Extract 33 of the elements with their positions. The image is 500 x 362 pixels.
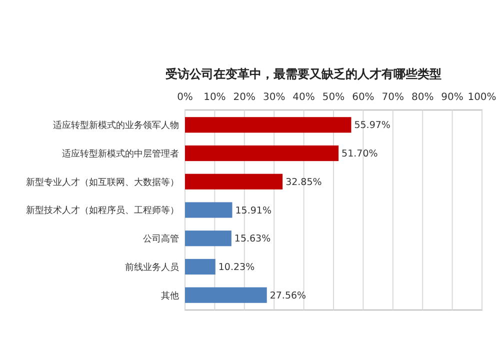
y-tick-label: 适应转型新模式的业务领军人物 (53, 120, 179, 132)
y-tick-label: 新型技术人才（如程序员、工程师等） (26, 205, 179, 216)
x-tick-label: 40% (292, 92, 315, 103)
data-label: 15.63% (234, 234, 271, 245)
x-tick-label: 30% (262, 92, 286, 103)
x-tick-label: 0% (177, 92, 193, 103)
data-label: 10.23% (218, 262, 255, 274)
x-tick-label: 10% (204, 92, 226, 103)
y-tick-label: 公司高管 (143, 234, 179, 245)
data-label: 32.85% (286, 176, 322, 188)
bar (185, 145, 339, 162)
y-tick-label: 其他 (161, 290, 179, 302)
data-label: 51.70% (342, 148, 378, 160)
x-tick-label: 50% (322, 92, 345, 103)
bar (185, 258, 216, 275)
x-tick-label: 20% (233, 92, 256, 103)
y-tick-label: 适应转型新模式的中层管理者 (62, 148, 179, 160)
bar (185, 174, 283, 190)
y-tick-label: 新型专业人才（如互联网、大数据等） (26, 176, 179, 188)
data-label: 15.91% (235, 205, 272, 216)
x-tick-label: 90% (441, 92, 464, 103)
x-tick-label: 100% (468, 92, 496, 103)
y-tick-label: 前线业务人员 (125, 262, 179, 273)
data-label: 27.56% (270, 290, 306, 302)
x-tick-label: 80% (411, 92, 434, 103)
bar (185, 117, 352, 133)
bar (185, 202, 232, 218)
chart-title: 受访公司在变革中，最需要又缺乏的人才有哪些类型 (164, 67, 442, 81)
bar (185, 287, 267, 303)
bar (185, 230, 232, 246)
x-tick-label: 60% (352, 92, 374, 103)
x-tick-label: 70% (382, 92, 404, 103)
data-label: 55.97% (354, 120, 390, 132)
